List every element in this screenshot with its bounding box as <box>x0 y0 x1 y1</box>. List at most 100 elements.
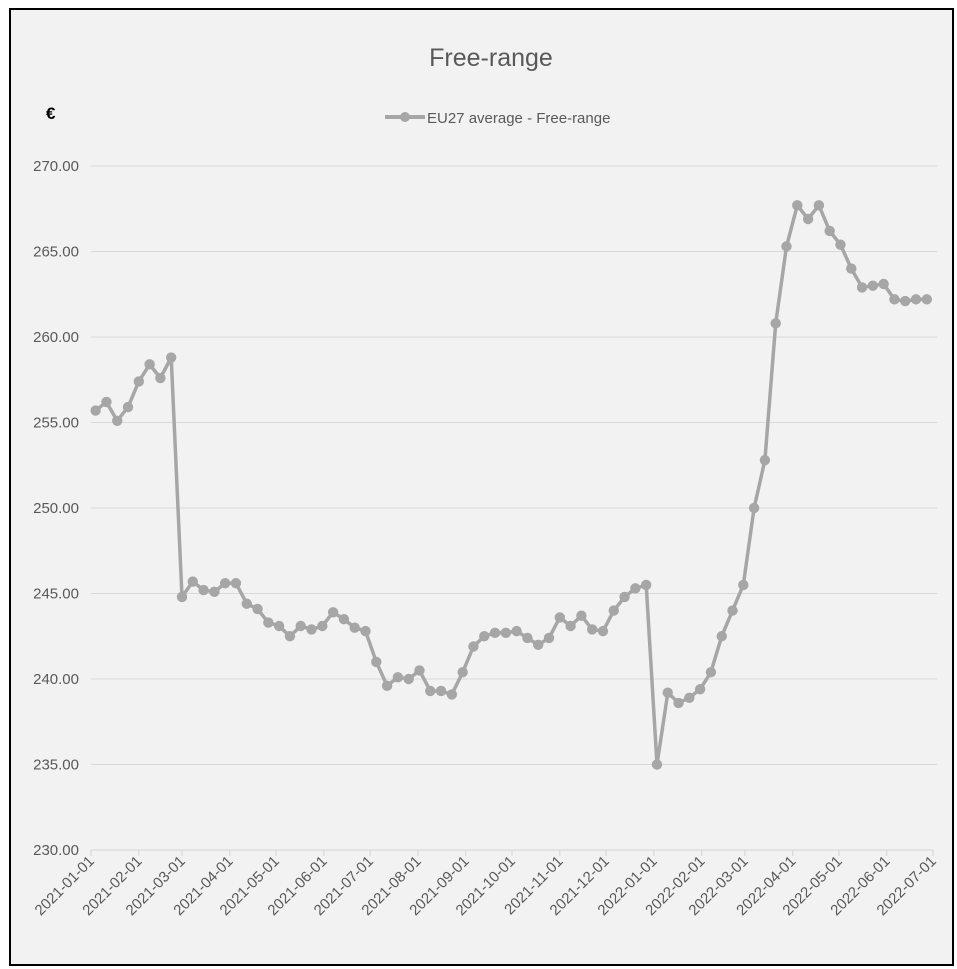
data-point <box>738 579 749 591</box>
data-point <box>381 680 393 692</box>
data-point <box>748 502 760 514</box>
data-point <box>317 620 328 632</box>
y-tick-label: 250.00 <box>33 500 79 517</box>
data-point <box>479 631 490 642</box>
y-tick-label: 240.00 <box>33 671 79 688</box>
data-point <box>921 294 933 305</box>
data-point <box>824 225 835 237</box>
data-point <box>511 625 522 637</box>
data-point <box>403 673 414 685</box>
chart-title: Free-range <box>429 44 553 72</box>
data-point <box>414 665 425 676</box>
data-point <box>489 627 501 639</box>
data-point <box>101 396 112 408</box>
x-axis <box>90 849 934 856</box>
data-point <box>900 295 911 307</box>
x-tick-labels: 2021-01-012021-02-012021-03-012021-04-01… <box>32 853 940 919</box>
data-point <box>694 684 706 695</box>
data-point <box>673 697 684 709</box>
data-point <box>112 415 123 426</box>
data-point <box>273 620 285 632</box>
data-point <box>576 610 587 621</box>
data-point <box>586 624 598 635</box>
data-point <box>565 620 576 632</box>
legend-entry: EU27 average - Free-range <box>427 110 610 127</box>
data-point <box>371 656 382 668</box>
series-eu27-average <box>90 200 933 770</box>
data-point <box>241 598 252 609</box>
data-point <box>284 631 296 642</box>
data-point <box>619 591 630 603</box>
data-point <box>360 625 371 637</box>
data-point <box>770 318 781 329</box>
data-point <box>640 579 652 591</box>
data-point <box>198 584 209 596</box>
y-unit-label: € <box>46 104 56 123</box>
data-point <box>252 603 263 615</box>
data-point <box>327 607 339 618</box>
data-point <box>425 685 436 697</box>
data-point <box>500 627 512 639</box>
y-tick-label: 245.00 <box>33 586 79 603</box>
data-point <box>705 666 717 678</box>
data-point <box>716 631 727 642</box>
data-point <box>835 239 846 250</box>
data-point <box>608 605 619 616</box>
data-point <box>630 583 641 594</box>
data-point <box>878 278 889 290</box>
data-point <box>802 213 814 225</box>
data-point <box>457 666 468 678</box>
data-point <box>155 372 166 384</box>
data-point <box>435 685 447 697</box>
data-point <box>910 294 922 305</box>
data-point <box>90 405 101 416</box>
data-point <box>295 620 306 632</box>
data-point <box>813 200 825 211</box>
y-tick-label: 230.00 <box>33 842 79 859</box>
chart-frame: Free-range € EU27 average - Free-range 2… <box>9 8 954 966</box>
data-point <box>662 687 673 698</box>
data-point <box>867 280 879 291</box>
data-point <box>468 641 479 652</box>
legend-marker-swatch <box>400 112 410 122</box>
data-point <box>759 454 771 466</box>
data-point <box>306 624 317 635</box>
data-point <box>889 294 900 305</box>
y-axis: 230.00 235.00 240.00 245.00 250.00 255.00 260.… <box>33 158 79 859</box>
y-tick-label: 260.00 <box>33 329 79 346</box>
data-point <box>792 200 803 211</box>
data-point <box>554 612 566 623</box>
data-point <box>392 672 404 683</box>
data-point <box>209 586 220 597</box>
data-point <box>846 263 857 274</box>
y-tick-label: 255.00 <box>33 415 79 432</box>
data-point <box>122 401 134 413</box>
chart-svg: Free-range € EU27 average - Free-range 2… <box>32 44 940 919</box>
data-point <box>165 352 177 363</box>
data-point <box>230 578 242 589</box>
data-point <box>684 692 695 704</box>
data-point <box>349 622 360 633</box>
data-point <box>597 625 609 637</box>
data-point <box>651 759 663 770</box>
legend: EU27 average - Free-range <box>385 110 610 127</box>
data-point <box>446 689 458 700</box>
y-tick-label: 235.00 <box>33 757 79 774</box>
data-point <box>781 241 792 252</box>
data-point <box>856 282 868 293</box>
data-point <box>727 605 738 616</box>
data-point <box>522 632 533 644</box>
series-line <box>94 203 927 767</box>
gridlines <box>91 165 937 765</box>
data-point <box>263 617 274 628</box>
data-point <box>144 359 155 370</box>
data-point <box>533 639 544 650</box>
data-point <box>338 613 350 625</box>
y-tick-label: 265.00 <box>33 244 79 261</box>
data-point <box>187 576 198 587</box>
y-tick-label: 270.00 <box>33 158 79 175</box>
data-point <box>219 578 231 589</box>
data-point <box>133 376 145 387</box>
data-point <box>176 591 188 603</box>
data-point <box>543 632 555 644</box>
